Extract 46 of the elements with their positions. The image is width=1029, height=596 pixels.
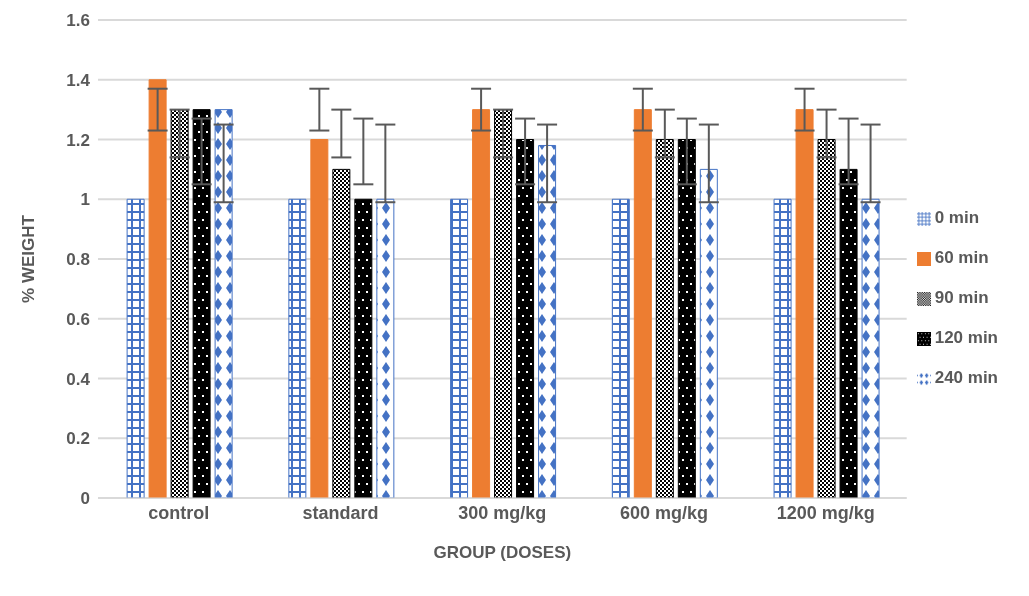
bar: [332, 168, 351, 498]
y-tick-label: 1: [80, 190, 90, 210]
y-tick-label: 1.6: [66, 11, 90, 31]
bar: [192, 109, 211, 498]
y-tick-label: 0: [80, 489, 90, 509]
bar: [494, 109, 513, 498]
y-tick-label: 1.2: [66, 130, 90, 150]
bar: [516, 139, 535, 498]
y-tick-label: 0.8: [66, 250, 90, 270]
bar: [655, 139, 674, 498]
legend-label: 240 min: [934, 368, 998, 387]
x-tick-label: 300 mg/kg: [458, 502, 547, 523]
y-tick-label: 0.2: [66, 429, 90, 449]
bar: [126, 198, 145, 498]
bar: [450, 198, 469, 498]
bar: [773, 198, 792, 498]
y-tick-label: 0.6: [66, 309, 90, 329]
y-axis-title: % WEIGHT: [19, 214, 39, 303]
bar: [839, 168, 858, 498]
x-tick-label: control: [148, 502, 210, 523]
y-tick-label: 1.4: [66, 70, 91, 90]
bar: [148, 79, 167, 498]
x-tick-label: standard: [302, 502, 379, 523]
x-tick-label: 1200 mg/kg: [776, 502, 875, 523]
bar: [861, 198, 880, 498]
x-tick-label: 600 mg/kg: [620, 502, 709, 523]
legend-label: 90 min: [934, 288, 989, 307]
y-tick-label: 0.4: [66, 369, 91, 389]
bar: [376, 198, 395, 498]
legend-label: 60 min: [934, 248, 989, 267]
bar: [354, 198, 373, 498]
bar: [611, 198, 630, 498]
bar: [795, 109, 814, 498]
legend-label: 0 min: [934, 208, 980, 227]
bar: [633, 109, 652, 498]
bar: [214, 109, 233, 498]
legend-label: 120 min: [934, 328, 998, 347]
bar: [677, 139, 696, 498]
bar: [472, 109, 491, 498]
bar: [699, 168, 718, 498]
x-axis-title: GROUP (DOSES): [433, 543, 572, 562]
bar: [538, 144, 557, 498]
bar: [310, 139, 329, 498]
bar: [170, 109, 189, 498]
bar: [288, 198, 307, 498]
bar: [817, 139, 836, 498]
